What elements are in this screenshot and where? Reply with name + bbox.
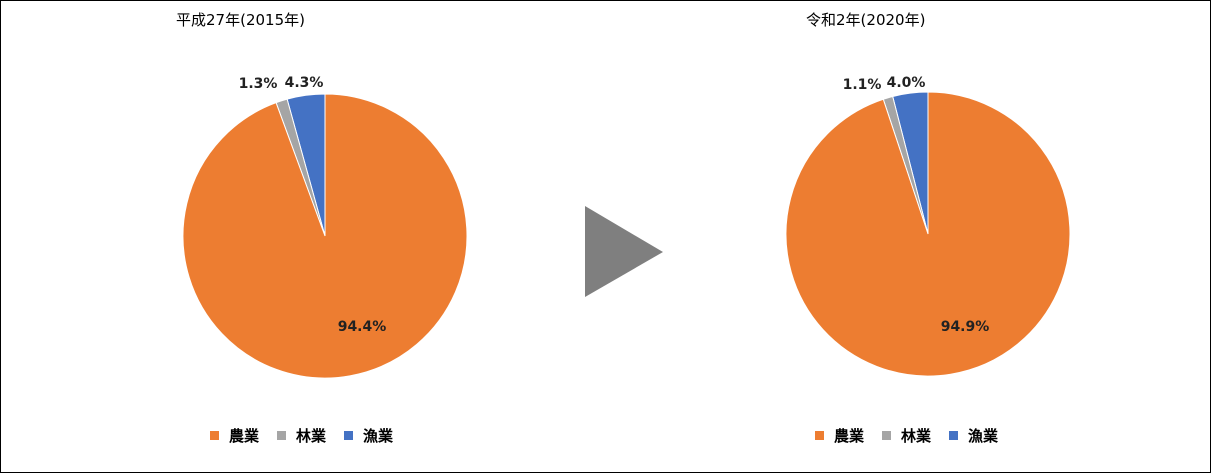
legend-item-agriculture: 農業	[815, 425, 864, 446]
legend-2015: 農業 林業 漁業	[210, 425, 411, 446]
legend-item-forestry: 林業	[277, 425, 326, 446]
legend-label-forestry: 林業	[901, 427, 932, 445]
arrow-right-icon	[585, 206, 663, 297]
legend-item-fishery: 漁業	[344, 425, 393, 446]
legend-swatch-agriculture	[815, 431, 824, 440]
legend-label-agriculture: 農業	[229, 427, 260, 445]
legend-swatch-fishery	[344, 431, 354, 440]
chart-title-2015: 平成27年(2015年)	[176, 11, 305, 29]
legend-item-forestry: 林業	[882, 425, 931, 446]
data-label-fishery-2015: 4.3%	[285, 75, 324, 91]
data-label-forestry-2020: 1.1%	[843, 77, 882, 93]
legend-label-fishery: 漁業	[363, 427, 394, 445]
legend-label-forestry: 林業	[296, 427, 327, 445]
legend-swatch-fishery	[949, 431, 959, 440]
legend-label-agriculture: 農業	[834, 427, 865, 445]
legend-item-agriculture: 農業	[210, 425, 259, 446]
data-label-fishery-2020: 4.0%	[887, 75, 926, 91]
data-label-forestry-2015: 1.3%	[239, 76, 278, 92]
chart-title-2020: 令和2年(2020年)	[806, 11, 926, 29]
data-label-agriculture-2015: 94.4%	[338, 319, 387, 335]
legend-swatch-forestry	[882, 431, 892, 440]
legend-2020: 農業 林業 漁業	[815, 425, 1016, 446]
data-label-agriculture-2020: 94.9%	[941, 319, 990, 335]
pie-slice-agriculture-2015	[182, 93, 468, 379]
legend-item-fishery: 漁業	[949, 425, 998, 446]
legend-swatch-agriculture	[210, 431, 219, 440]
legend-label-fishery: 漁業	[968, 427, 999, 445]
pie-slice-agriculture-2020	[785, 91, 1071, 377]
legend-swatch-forestry	[277, 431, 287, 440]
